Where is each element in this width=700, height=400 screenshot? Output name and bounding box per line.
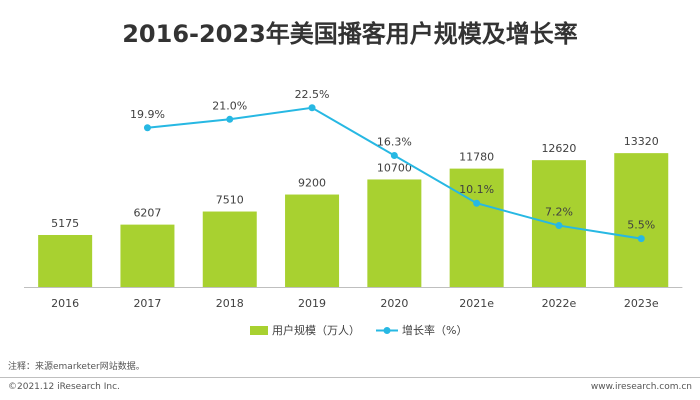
copyright-text: ©2021.12 iResearch Inc. <box>8 382 120 392</box>
rate-label-2020: 16.3% <box>377 135 412 148</box>
bar-value-label-2023e: 13320 <box>624 135 659 148</box>
rate-point-2023e <box>637 235 645 243</box>
legend-bar-label: 用户规模（万人） <box>272 323 360 337</box>
rate-label-2023e: 5.5% <box>627 219 655 232</box>
rate-point-2020 <box>390 151 398 159</box>
source-note: 注释：来源emarketer网站数据。 <box>8 362 145 372</box>
bar-2021e <box>449 168 504 287</box>
bar-2020 <box>367 179 422 287</box>
bar-2017 <box>120 224 175 287</box>
legend-line-dot <box>383 327 391 334</box>
x-tick-label-2021e: 2021e <box>459 297 494 310</box>
footer-divider <box>0 377 700 378</box>
bar-value-label-2018: 7510 <box>216 194 244 207</box>
x-tick-label-2018: 2018 <box>216 297 244 310</box>
bar-value-label-2019: 9200 <box>298 177 326 190</box>
x-tick-label-2020: 2020 <box>380 297 408 310</box>
x-tick-label-2022e: 2022e <box>542 297 577 310</box>
x-tick-label-2017: 2017 <box>133 297 161 310</box>
x-tick-label-2023e: 2023e <box>624 297 659 310</box>
bar-2019 <box>285 194 340 287</box>
rate-point-2022e <box>555 222 563 230</box>
bar-value-label-2021e: 11780 <box>459 151 494 164</box>
rate-point-2017 <box>143 124 151 132</box>
x-tick-label-2019: 2019 <box>298 297 326 310</box>
rate-label-2019: 22.5% <box>295 88 330 101</box>
legend: 用户规模（万人） 增长率（%） <box>250 323 467 337</box>
bar-value-label-2022e: 12620 <box>541 142 576 155</box>
rate-label-2017: 19.9% <box>130 108 165 121</box>
bar-2016 <box>38 234 93 287</box>
rate-label-2018: 21.0% <box>212 99 247 112</box>
rate-point-2018 <box>226 115 234 123</box>
rate-point-2019 <box>308 104 316 112</box>
rate-label-2022e: 7.2% <box>545 206 573 219</box>
chart-title: 2016-2023年美国播客用户规模及增长率 <box>122 20 578 48</box>
rate-point-2021e <box>473 199 481 207</box>
website-link[interactable]: www.iresearch.com.cn <box>590 382 692 392</box>
bar-line-chart: 5175 6207 7510 9200 10700 11780 12620 13320 201… <box>24 88 683 337</box>
bar-value-label-2020: 10700 <box>377 161 412 174</box>
bar-value-label-2016: 5175 <box>51 217 79 230</box>
legend-line-label: 增长率（%） <box>402 323 467 337</box>
bar-2023e <box>614 153 669 287</box>
rate-label-2021e: 10.1% <box>459 183 494 196</box>
x-tick-label-2016: 2016 <box>51 297 79 310</box>
bar-value-label-2017: 6207 <box>133 207 161 220</box>
bar-2018 <box>202 211 257 287</box>
legend-bar-swatch <box>250 326 268 335</box>
